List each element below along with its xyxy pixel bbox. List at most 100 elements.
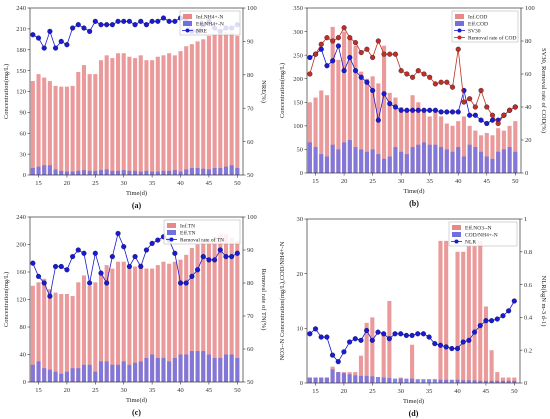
point-3-9 <box>358 49 364 56</box>
bar-1-11 <box>93 170 98 175</box>
y-right-tick-label-2: 70 <box>247 313 254 320</box>
x-axis-label: Time(d) <box>403 398 424 405</box>
legend-label-0: Inf.TN <box>180 223 195 230</box>
point-2-0 <box>307 54 313 61</box>
point-3-2 <box>318 41 324 47</box>
panel-label: (c) <box>132 408 141 417</box>
y-tick-label-2: 100 <box>293 123 303 130</box>
point-2-6 <box>64 267 70 273</box>
bar-1-20 <box>421 379 426 383</box>
y-right-tick-label-1: 20 <box>525 137 532 144</box>
y-tick-label-5: 150 <box>16 68 26 75</box>
y-right-tick-label-2: 70 <box>247 105 254 112</box>
bar-0-26 <box>455 251 460 383</box>
point-2-15 <box>392 331 398 337</box>
point-2-18 <box>132 254 138 260</box>
bar-0-0 <box>30 285 35 382</box>
bar-0-30 <box>201 241 206 382</box>
bar-1-33 <box>218 357 223 382</box>
bar-0-26 <box>178 51 183 175</box>
bar-1-35 <box>229 165 234 175</box>
bar-1-12 <box>376 154 381 173</box>
legend-label-1: Eff.NH4+-N <box>196 21 224 28</box>
y-tick-label-7: 210 <box>16 26 26 33</box>
bar-1-2 <box>42 368 47 382</box>
bar-0-6 <box>64 294 69 382</box>
legend-swatch-1 <box>455 21 464 26</box>
point-2-6 <box>341 349 347 355</box>
point-2-13 <box>381 91 387 97</box>
y-right-tick-label-1: 0.2 <box>524 347 532 354</box>
bar-1-4 <box>330 369 335 383</box>
y-right-tick-label-4: 0.8 <box>524 249 532 256</box>
bar-1-30 <box>478 380 483 383</box>
bar-0-19 <box>416 102 421 173</box>
bar-1-29 <box>472 380 477 383</box>
point-2-24 <box>443 344 449 350</box>
bar-1-25 <box>449 379 454 383</box>
point-2-23 <box>437 342 444 348</box>
bar-0-30 <box>201 39 206 176</box>
point-2-26 <box>454 346 461 352</box>
bar-1-3 <box>47 369 52 383</box>
bar-1-31 <box>206 354 211 382</box>
y-right-tick-label-0: 50 <box>247 172 254 179</box>
bar-1-32 <box>212 357 217 382</box>
y-tick-label-2: 60 <box>20 130 27 137</box>
bar-0-18 <box>133 58 138 175</box>
bar-1-4 <box>53 371 58 382</box>
point-2-25 <box>172 18 178 24</box>
legend-label-3: Removal rate of COD <box>468 35 516 42</box>
x-tick-label-2: 25 <box>92 180 99 187</box>
point-2-25 <box>449 346 455 352</box>
point-2-33 <box>217 247 223 253</box>
bar-0-25 <box>172 261 177 382</box>
bar-0-3 <box>324 95 330 173</box>
bar-0-20 <box>144 268 149 382</box>
y-right-tick-label-2: 40 <box>525 104 532 111</box>
point-2-34 <box>223 254 229 260</box>
point-3-19 <box>415 68 421 74</box>
point-2-28 <box>467 112 473 118</box>
point-2-5 <box>335 43 341 49</box>
bar-1-17 <box>127 364 132 382</box>
point-2-10 <box>87 280 93 286</box>
bar-0-22 <box>155 265 160 383</box>
bar-1-22 <box>155 357 160 382</box>
bar-1-33 <box>496 151 501 173</box>
point-2-12 <box>375 329 381 335</box>
bar-1-19 <box>416 144 421 173</box>
x-tick-label-3: 30 <box>120 387 127 394</box>
bar-0-31 <box>206 35 211 175</box>
bar-0-34 <box>223 32 229 175</box>
y-axis-label: Concentration(mg/L) <box>3 64 10 119</box>
bar-1-30 <box>479 151 484 173</box>
bar-1-2 <box>319 154 324 173</box>
legend-marker-2 <box>185 28 190 33</box>
bar-1-1 <box>36 166 41 175</box>
point-2-21 <box>149 240 155 246</box>
bar-1-11 <box>93 371 98 382</box>
bar-1-19 <box>138 361 143 383</box>
y-right-axis-label: Removal rate of TN(%) <box>260 269 267 331</box>
bar-0-24 <box>167 53 172 176</box>
bar-0-36 <box>512 377 517 383</box>
bar-0-20 <box>421 111 427 173</box>
point-2-32 <box>212 257 218 263</box>
bar-1-10 <box>364 375 369 383</box>
bar-1-15 <box>116 364 121 382</box>
point-2-16 <box>121 18 127 24</box>
bar-1-25 <box>172 357 177 382</box>
bar-1-36 <box>512 380 517 383</box>
point-2-36 <box>511 298 517 304</box>
point-3-16 <box>398 68 404 74</box>
bar-1-4 <box>330 144 335 173</box>
y-tick-label-6: 240 <box>16 214 26 221</box>
bar-0-4 <box>53 85 58 175</box>
point-2-9 <box>81 250 87 256</box>
bar-0-14 <box>110 58 115 175</box>
bar-0-11 <box>93 74 98 175</box>
bar-1-14 <box>110 170 115 175</box>
bar-1-14 <box>110 364 115 382</box>
bar-1-28 <box>189 351 194 382</box>
